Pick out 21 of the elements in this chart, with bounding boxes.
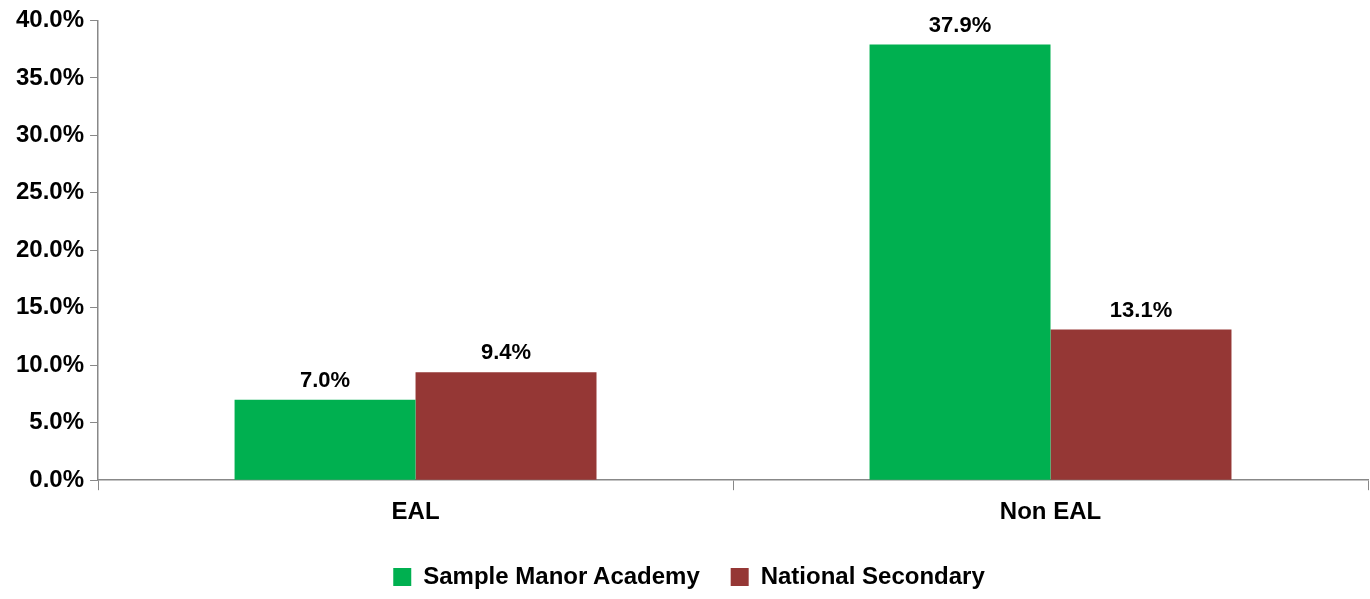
data-label: 9.4%	[480, 339, 532, 365]
y-tick-label: 30.0%	[15, 119, 85, 147]
y-tick-label: 0.0%	[29, 464, 85, 492]
y-tick-label: 10.0%	[15, 349, 85, 377]
bar	[234, 399, 416, 480]
y-tick-label: 35.0%	[15, 62, 85, 90]
data-label: 7.0%	[299, 366, 351, 392]
y-tick-label: 15.0%	[15, 292, 85, 320]
bar	[415, 372, 597, 480]
bar	[869, 44, 1051, 480]
x-tick-label: Non EAL	[999, 497, 1102, 525]
bar	[1050, 329, 1232, 480]
legend-label: Sample Manor Academy	[423, 561, 701, 589]
data-label: 37.9%	[928, 11, 992, 37]
y-tick-label: 40.0%	[15, 5, 85, 33]
data-label: 13.1%	[1109, 296, 1173, 322]
y-tick-label: 5.0%	[29, 407, 85, 435]
y-tick-label: 20.0%	[15, 234, 85, 262]
x-tick-label: EAL	[391, 497, 440, 525]
y-tick-label: 25.0%	[15, 177, 85, 205]
legend-label: National Secondary	[760, 561, 986, 589]
